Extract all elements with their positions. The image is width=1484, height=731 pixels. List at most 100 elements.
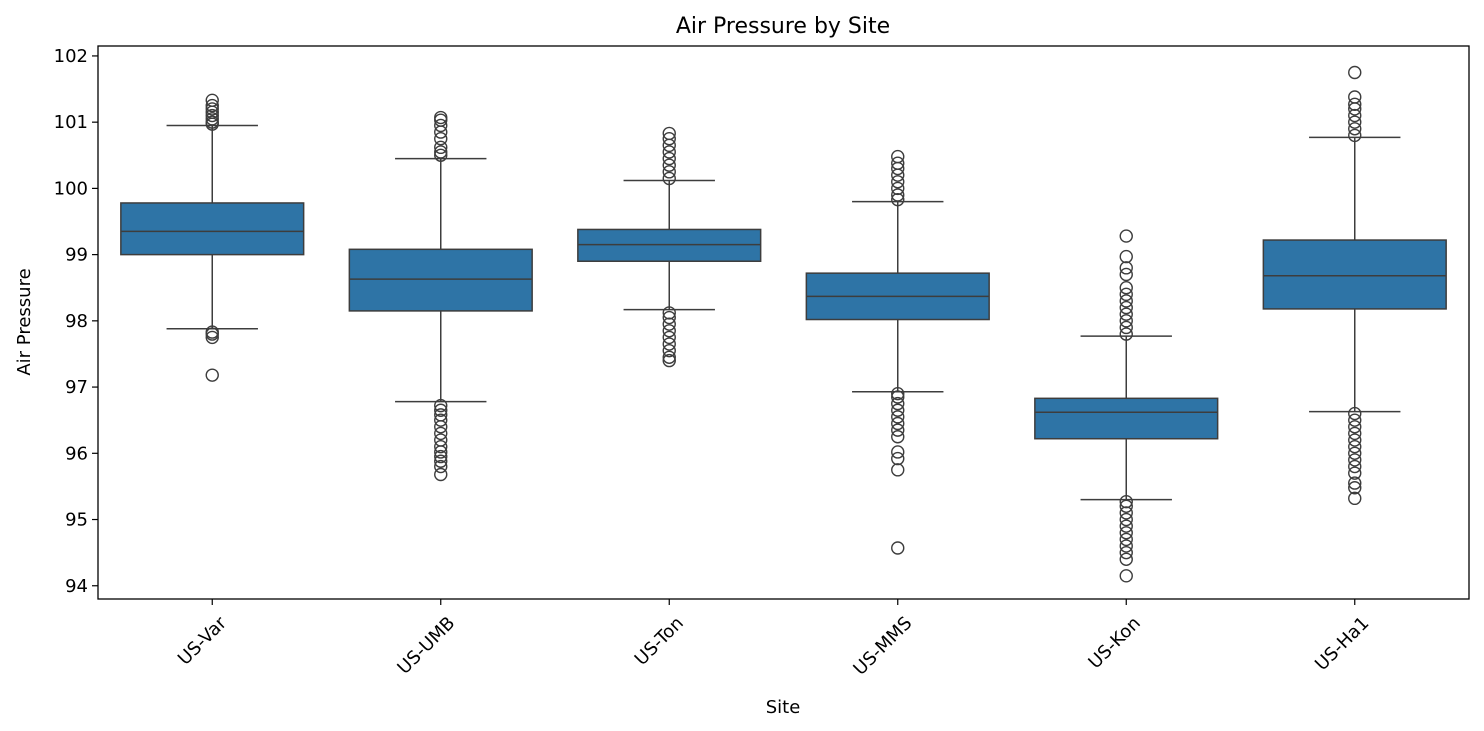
outlier-point [662,337,676,351]
box-group-us-mms [805,149,990,555]
box-group-us-ha1 [1262,65,1447,506]
outlier-point [1348,433,1362,447]
outlier-point [1348,426,1362,441]
y-tick-label: 94 [65,576,88,597]
outlier-point [1119,294,1133,308]
outlier-point [1348,439,1362,454]
outlier-point [434,403,448,417]
outlier-point [1348,115,1362,129]
outlier-point [434,132,448,146]
outlier-point [1348,420,1362,434]
outlier-point [434,439,448,454]
outlier-point [891,403,905,417]
outlier-point [434,413,448,427]
x-tick-label: US-Ha1 [1311,613,1373,675]
outlier-point [1119,267,1133,282]
outlier-point [434,433,448,447]
outlier-point [434,467,448,482]
outlier-point [662,151,676,166]
outlier-point [1119,287,1133,302]
outlier-point [434,148,448,162]
outlier-point [205,368,219,382]
outlier-point [1119,499,1133,513]
outlier-point [1119,494,1133,509]
outlier-point [1348,128,1362,143]
outlier-point [891,149,905,164]
outlier-point [1119,512,1133,527]
outlier-point [662,158,676,172]
outlier-point [1119,327,1133,341]
outlier-point [1348,476,1362,490]
y-axis: 94 95 96 97 98 99 100 101 102 [54,46,98,597]
outlier-point [662,353,676,368]
outlier-point [891,416,905,431]
outlier-point [891,451,905,466]
x-tick-label: US-UMB [393,613,459,679]
outlier-point [891,445,905,459]
outlier-point [1119,229,1133,243]
outlier-point [1348,90,1362,104]
outlier-point [1119,320,1133,335]
outlier-point [891,463,905,477]
chart-title: Air Pressure by Site [676,14,890,39]
outlier-point [434,408,448,422]
outlier-point [1348,459,1362,474]
outlier-point [1119,300,1133,315]
outlier-point [891,188,905,202]
box-group-us-ton [577,126,762,368]
outlier-point [891,396,905,411]
outlier-point [891,541,905,555]
outlier-point [662,171,676,186]
outlier-point [1348,453,1362,467]
y-tick-label: 101 [54,112,88,133]
outlier-point [662,306,676,320]
outlier-point [205,102,219,116]
plot-frame [97,45,1470,600]
outlier-point [1348,122,1362,136]
y-tick-label: 98 [65,311,88,332]
outlier-point [891,423,905,437]
outlier-point [1348,481,1362,495]
outlier-point [205,108,219,123]
outlier-point [891,390,905,404]
outlier-point [662,343,676,358]
box [1262,239,1447,310]
outlier-point [662,126,676,141]
outlier-point [1348,406,1362,421]
outlier-point [1119,552,1133,566]
outlier-point [434,140,448,155]
outlier-point [205,93,219,108]
outlier-point [662,132,676,146]
outlier-point [434,454,448,468]
outlier-point [662,317,676,331]
outlier-point [1348,491,1362,506]
outlier-point [662,165,676,179]
box-group-us-kon [1034,229,1219,583]
outlier-point [1119,281,1133,295]
outlier-point [1119,545,1133,560]
outlier-point [1348,413,1362,427]
outlier-point [1119,526,1133,540]
outlier-point [1119,261,1133,275]
outlier-point [205,115,219,129]
outlier-point [434,449,448,464]
outlier-point [1348,65,1362,80]
outlier-point [1119,307,1133,321]
box [1034,397,1219,440]
y-tick-label: 102 [54,46,88,67]
outlier-point [434,459,448,474]
outlier-point [891,156,905,170]
y-tick-label: 95 [65,510,88,531]
box [120,202,305,256]
y-tick-label: 99 [65,245,88,266]
y-tick-label: 100 [54,178,88,199]
outlier-point [662,145,676,159]
x-axis-label: Site [766,697,801,718]
x-tick-label: US-MMS [849,613,916,680]
x-axis: US-Var US-UMB US-Ton US-MMS US-Kon US-Ha1 [174,599,1373,680]
outlier-point [891,181,905,196]
outlier-point [205,98,219,113]
outlier-point [1119,539,1133,553]
y-tick-label: 96 [65,443,88,464]
box-group-us-umb [348,110,533,482]
